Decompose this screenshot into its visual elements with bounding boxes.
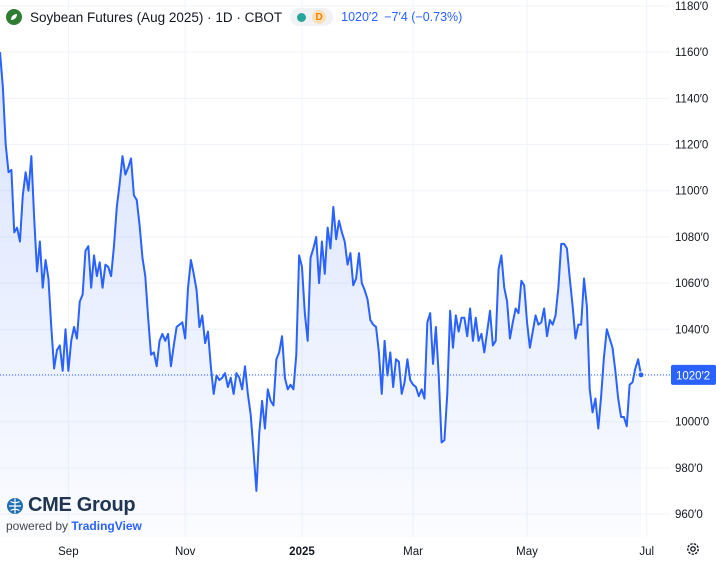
cme-globe-icon [7, 497, 23, 514]
x-tick-label: Mar [403, 546, 423, 558]
powered-prefix: powered by [6, 519, 69, 533]
x-tick-label: Sep [58, 546, 78, 558]
price-area-fill [0, 52, 641, 538]
last-point-marker [637, 371, 645, 379]
chart-title[interactable]: Soybean Futures (Aug 2025) · 1D · CBOT [30, 9, 283, 25]
y-tick-label: 960′0 [675, 509, 703, 521]
brand-block: CME Group powered by TradingView [6, 494, 142, 533]
cme-group-logo[interactable]: CME Group [28, 494, 136, 516]
x-tick-label: 2025 [289, 546, 315, 558]
last-price-tag-text: 1020′2 [676, 370, 710, 382]
market-open-icon [297, 12, 307, 22]
y-tick-label: 1100′0 [675, 186, 708, 198]
leaf-icon [11, 14, 17, 20]
y-tick-label: 1140′0 [675, 93, 708, 105]
last-price: 1020′2 [341, 10, 379, 24]
chart-legend: Soybean Futures (Aug 2025) · 1D · CBOT D… [6, 6, 468, 28]
price-change: −7′4 (−0.73%) [384, 10, 463, 24]
y-tick-label: 980′0 [675, 463, 703, 475]
y-tick-label: 1000′0 [675, 417, 709, 429]
last-price-tag [671, 364, 716, 385]
x-tick-label: May [516, 546, 538, 558]
quote-readout: 1020′2 −7′4 (−0.73%) [341, 10, 468, 24]
interval-badge: D [312, 10, 327, 24]
powered-by[interactable]: powered by TradingView [6, 519, 142, 533]
status-pill[interactable]: D [290, 8, 334, 26]
y-tick-label: 1040′0 [675, 324, 709, 336]
y-tick-label: 1180′0 [675, 1, 708, 13]
y-tick-label: 1120′0 [675, 140, 708, 152]
settings-gear-icon[interactable] [686, 542, 700, 556]
tradingview-link[interactable]: TradingView [71, 519, 142, 533]
y-tick-label: 1080′0 [675, 232, 709, 244]
y-tick-label: 1060′0 [675, 278, 709, 290]
cbot-symbol-icon [6, 9, 22, 25]
price-line[interactable] [0, 52, 642, 492]
x-tick-label: Nov [175, 546, 196, 558]
y-tick-label: 1160′0 [675, 47, 708, 59]
x-tick-label: Jul [639, 546, 654, 558]
